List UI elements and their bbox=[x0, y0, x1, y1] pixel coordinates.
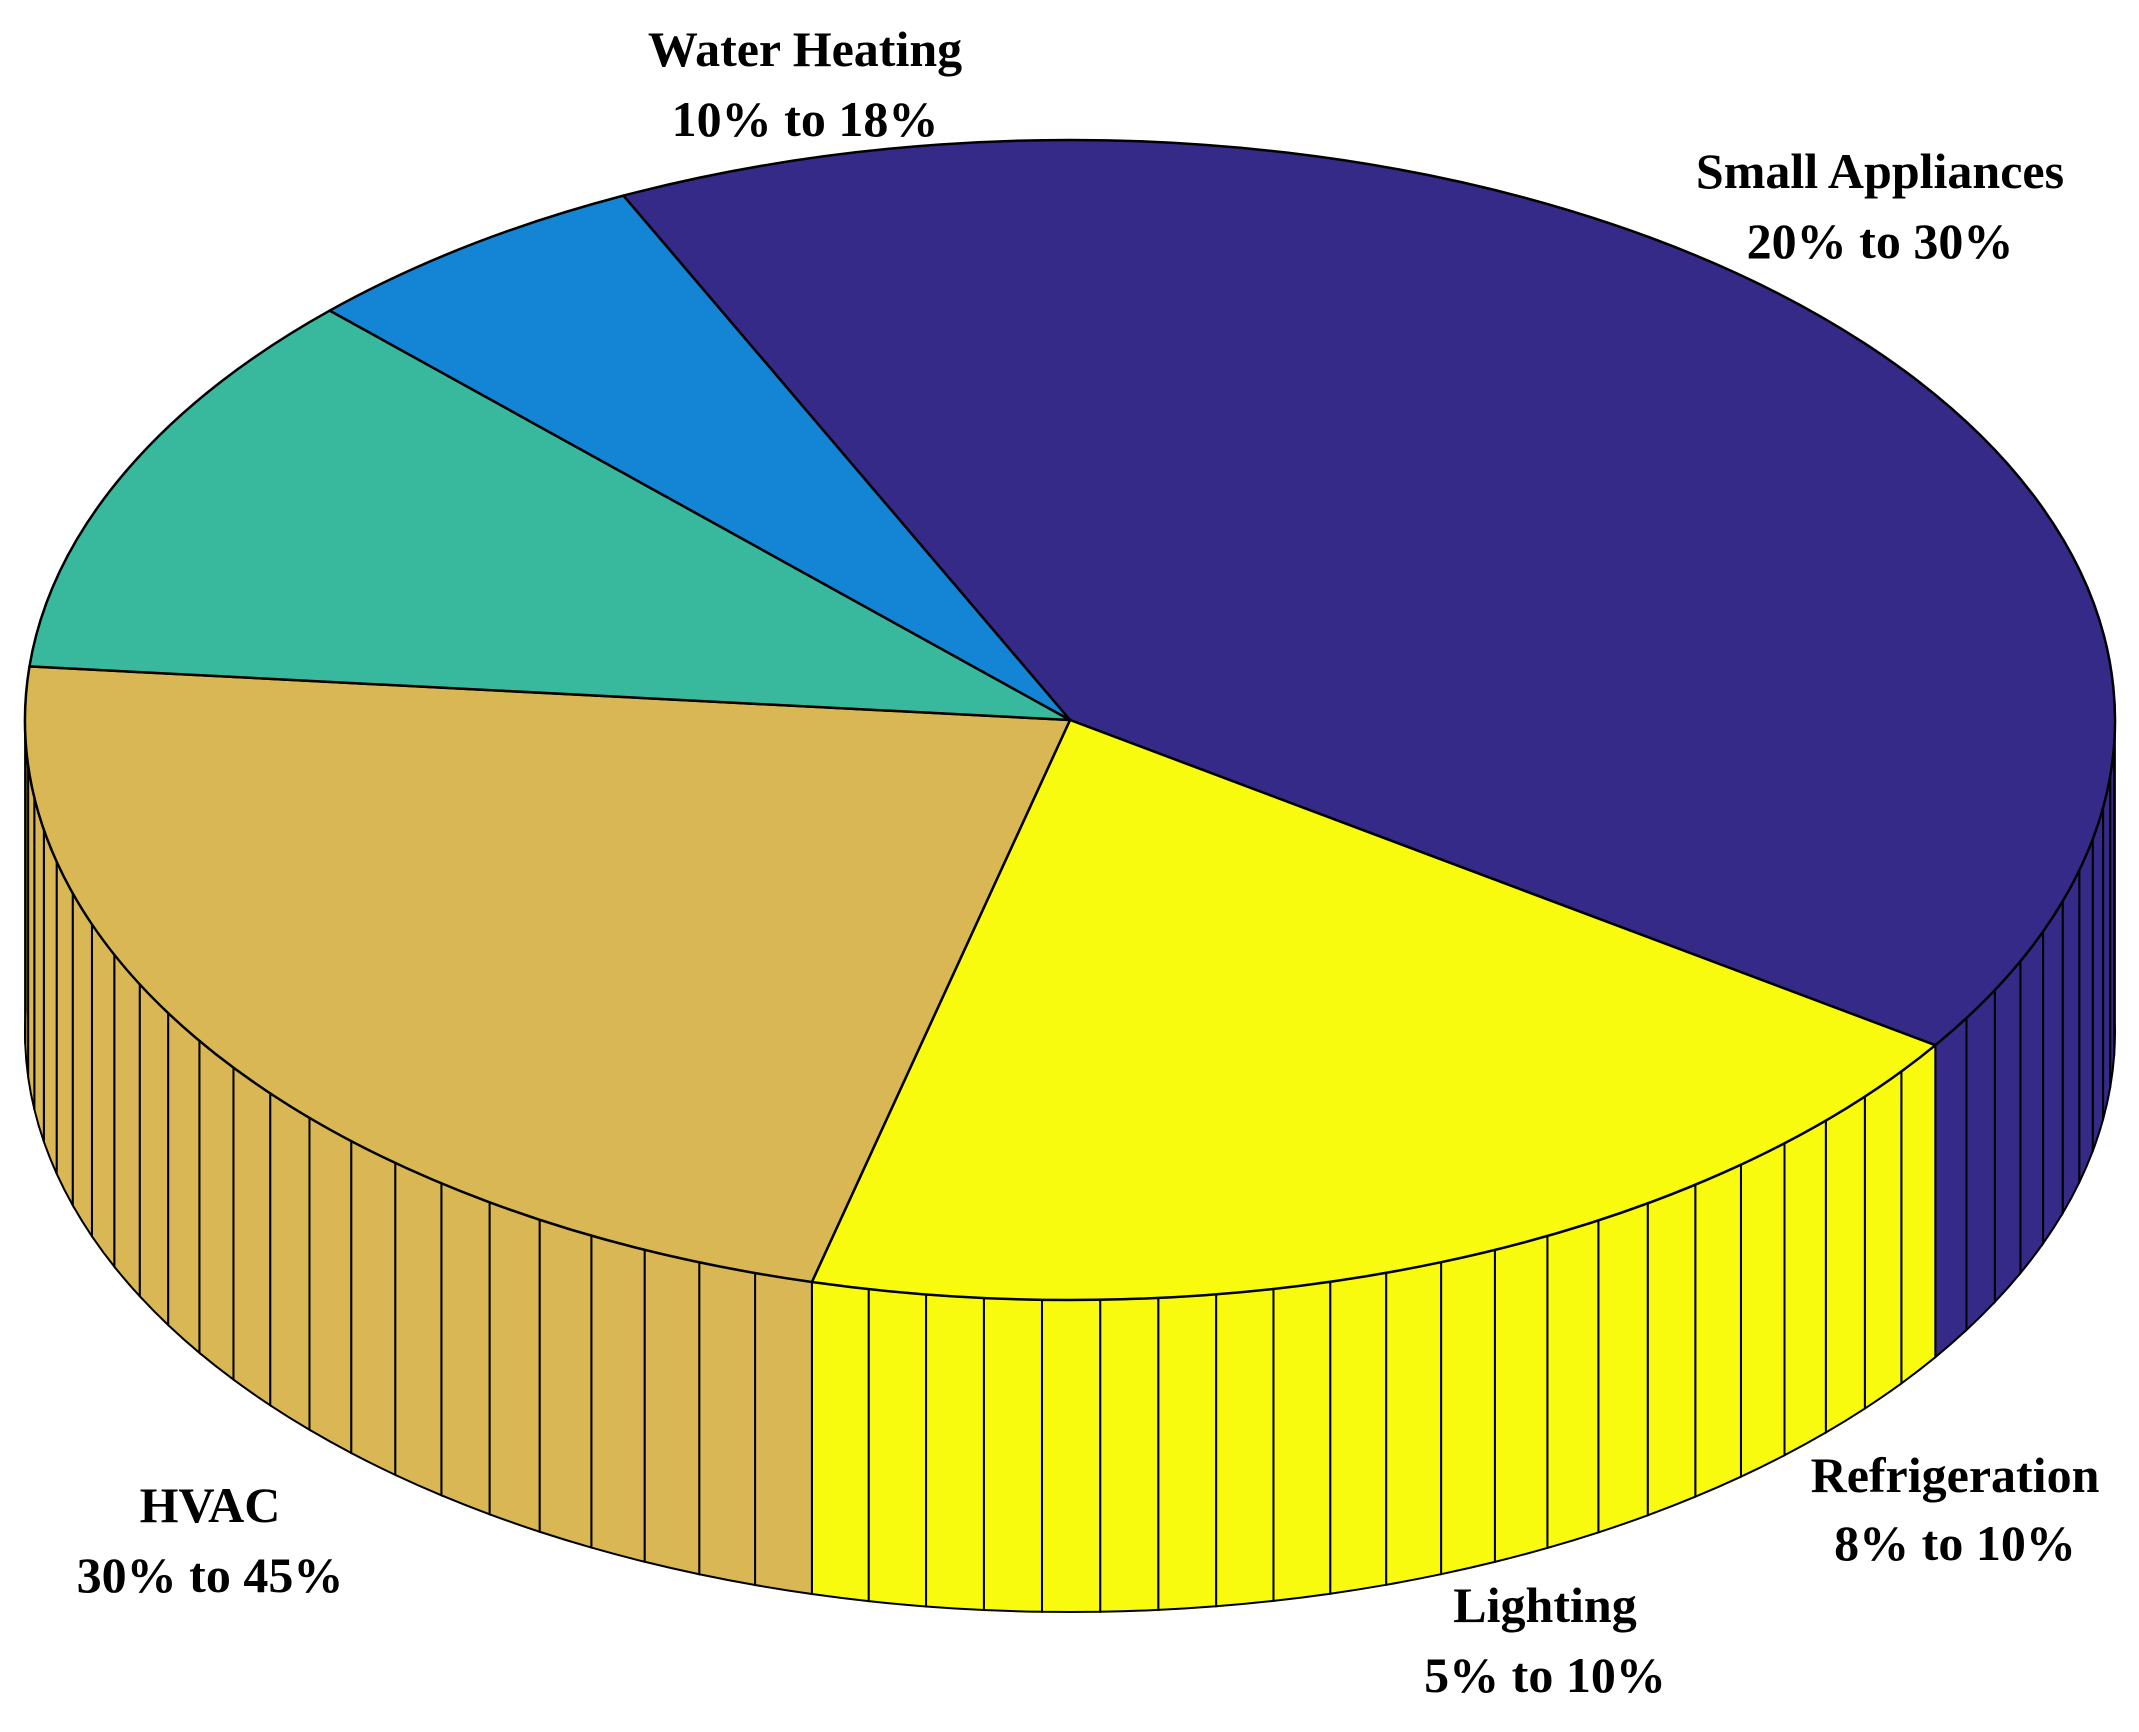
slice-refrigeration bbox=[28, 309, 1072, 722]
side-wall-water-heating bbox=[1440, 1248, 1496, 1576]
slice-hvac bbox=[622, 138, 2117, 1047]
slice-water-heating bbox=[810, 718, 1937, 1302]
side-wall-water-heating bbox=[982, 1296, 1043, 1613]
side-wall-hvac bbox=[2091, 807, 2105, 1152]
side-wall-water-heating bbox=[1546, 1219, 1600, 1550]
side-wall-small-appliances bbox=[440, 1181, 491, 1516]
side-wall-water-heating bbox=[1272, 1280, 1332, 1603]
pie-top-faces bbox=[23, 138, 2117, 1302]
slice-lighting bbox=[328, 194, 1072, 722]
side-wall-small-appliances bbox=[71, 889, 93, 1240]
side-wall-small-appliances bbox=[167, 1010, 201, 1355]
side-wall-hvac bbox=[1965, 987, 1996, 1333]
side-wall-small-appliances bbox=[33, 797, 45, 1143]
side-wall-water-heating bbox=[1863, 1069, 1903, 1411]
side-wall-water-heating bbox=[1739, 1141, 1786, 1479]
side-wall-water-heating bbox=[925, 1293, 985, 1612]
side-wall-small-appliances bbox=[698, 1261, 757, 1587]
side-wall-water-heating bbox=[867, 1288, 928, 1608]
side-wall-small-appliances bbox=[90, 921, 116, 1270]
side-wall-hvac bbox=[2061, 869, 2081, 1217]
side-wall-water-heating bbox=[1215, 1287, 1275, 1608]
side-wall-water-heating bbox=[1099, 1296, 1160, 1613]
side-wall-small-appliances bbox=[269, 1091, 311, 1432]
side-wall-small-appliances bbox=[55, 861, 74, 1210]
side-wall-water-heating bbox=[1040, 1298, 1102, 1613]
side-wall-small-appliances bbox=[232, 1065, 272, 1408]
side-wall-small-appliances bbox=[350, 1139, 397, 1477]
side-wall-small-appliances bbox=[308, 1116, 353, 1455]
pie-labels: Water Heating 10% to 18% Small Appliance… bbox=[77, 21, 2100, 1703]
side-wall-small-appliances bbox=[590, 1234, 646, 1564]
side-wall-water-heating bbox=[1783, 1118, 1827, 1457]
label-hvac-range: 30% to 45% bbox=[77, 1547, 344, 1603]
label-lighting-range: 5% to 10% bbox=[1424, 1647, 1666, 1703]
label-hvac-name: HVAC bbox=[140, 1477, 281, 1533]
side-wall-small-appliances bbox=[643, 1248, 701, 1576]
side-wall-small-appliances bbox=[488, 1200, 541, 1534]
side-wall-small-appliances bbox=[394, 1161, 443, 1497]
side-wall-water-heating bbox=[1329, 1271, 1388, 1595]
side-wall-small-appliances bbox=[42, 829, 58, 1175]
label-refrigeration-range: 8% to 10% bbox=[1834, 1515, 2076, 1571]
side-wall-small-appliances bbox=[198, 1038, 235, 1382]
label-refrigeration-name: Refrigeration bbox=[1811, 1447, 2100, 1503]
side-wall-water-heating bbox=[1694, 1163, 1742, 1499]
side-wall-hvac bbox=[2042, 897, 2064, 1247]
side-wall-small-appliances bbox=[754, 1271, 813, 1596]
side-wall-hvac bbox=[2102, 775, 2112, 1120]
label-water-heating-range: 10% to 18% bbox=[672, 91, 939, 147]
side-wall-small-appliances bbox=[138, 981, 170, 1328]
side-wall-water-heating bbox=[1597, 1201, 1649, 1534]
side-wall-water-heating bbox=[1900, 1043, 1937, 1386]
side-wall-water-heating bbox=[1646, 1183, 1697, 1517]
side-wall-water-heating bbox=[1824, 1094, 1866, 1435]
side-wall-water-heating bbox=[810, 1280, 870, 1603]
label-small-appliances-range: 20% to 30% bbox=[1747, 213, 2014, 269]
side-wall-small-appliances bbox=[113, 951, 141, 1299]
slice-small-appliances bbox=[23, 665, 1072, 1284]
side-wall-hvac bbox=[2078, 838, 2094, 1183]
side-wall-water-heating bbox=[1385, 1260, 1443, 1587]
side-wall-small-appliances bbox=[538, 1218, 593, 1549]
side-wall-water-heating bbox=[1157, 1293, 1218, 1611]
side-wall-hvac bbox=[1934, 1015, 1968, 1360]
label-small-appliances-name: Small Appliances bbox=[1696, 143, 2064, 199]
label-lighting-name: Lighting bbox=[1453, 1577, 1636, 1633]
label-water-heating-name: Water Heating bbox=[648, 21, 962, 77]
side-wall-hvac bbox=[2019, 928, 2045, 1276]
side-wall-water-heating bbox=[1493, 1234, 1549, 1564]
side-wall-hvac bbox=[1993, 958, 2022, 1305]
